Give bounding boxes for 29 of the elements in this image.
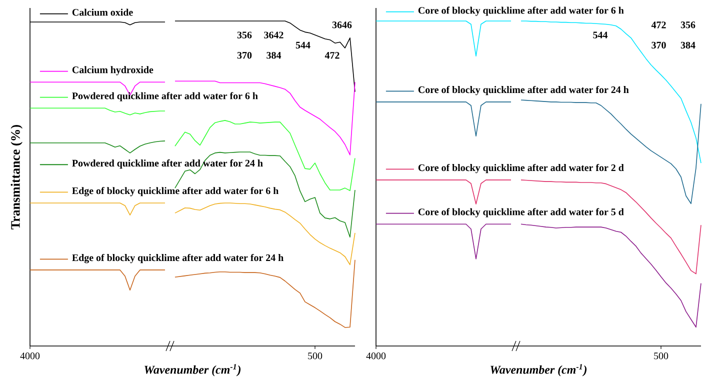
annotation: 472 — [651, 22, 666, 28]
legend-label: Powdered quicklime after add water for 6 h — [72, 92, 258, 102]
x-tick-label: 4000 — [366, 352, 386, 360]
annotation: 384 — [680, 42, 696, 49]
annotation: 544 — [593, 32, 608, 38]
legend-label: Calcium oxide — [72, 8, 133, 16]
x-axis-title: Wavenumber (cm$^{-1}$) — [490, 364, 587, 376]
annotation: 472 — [324, 52, 340, 59]
annotation: 370 — [237, 52, 252, 59]
legend-label: Core of blocky quicklime after add water for 6 h — [418, 6, 624, 16]
annotation: 356 — [237, 32, 252, 38]
legend-label: Powdered quicklime after add water for 24 h — [72, 159, 263, 169]
annotation: 3642 — [264, 32, 284, 38]
annotation: 370 — [652, 42, 666, 49]
legend-label: Edge of blocky quicklime after add water for 6 h — [72, 187, 279, 196]
x-tick-label: 500 — [654, 352, 668, 360]
x-tick-label: 500 — [308, 352, 322, 360]
annotation: 3646 — [332, 22, 352, 28]
annotation: 384 — [266, 52, 282, 59]
x-tick-label: 4000 — [20, 352, 40, 360]
y-axis-title: Transmittance (%) — [10, 124, 22, 230]
legend-label: Core of blocky quicklime after add water for 5 d — [418, 208, 624, 218]
legend-label: Edge of blocky quicklime after add water for 24 h — [72, 254, 284, 264]
annotation: 356 — [680, 22, 696, 28]
x-axis-title: Wavenumber (cm$^{-1}$) — [144, 364, 241, 376]
legend-label: Core of blocky quicklime after add water for 2 d — [418, 164, 624, 174]
legend-label: Core of blocky quicklime after add water for 24 h — [418, 86, 629, 96]
legend-label: Calcium hydroxide — [72, 66, 154, 76]
annotation: 544 — [296, 42, 310, 48]
